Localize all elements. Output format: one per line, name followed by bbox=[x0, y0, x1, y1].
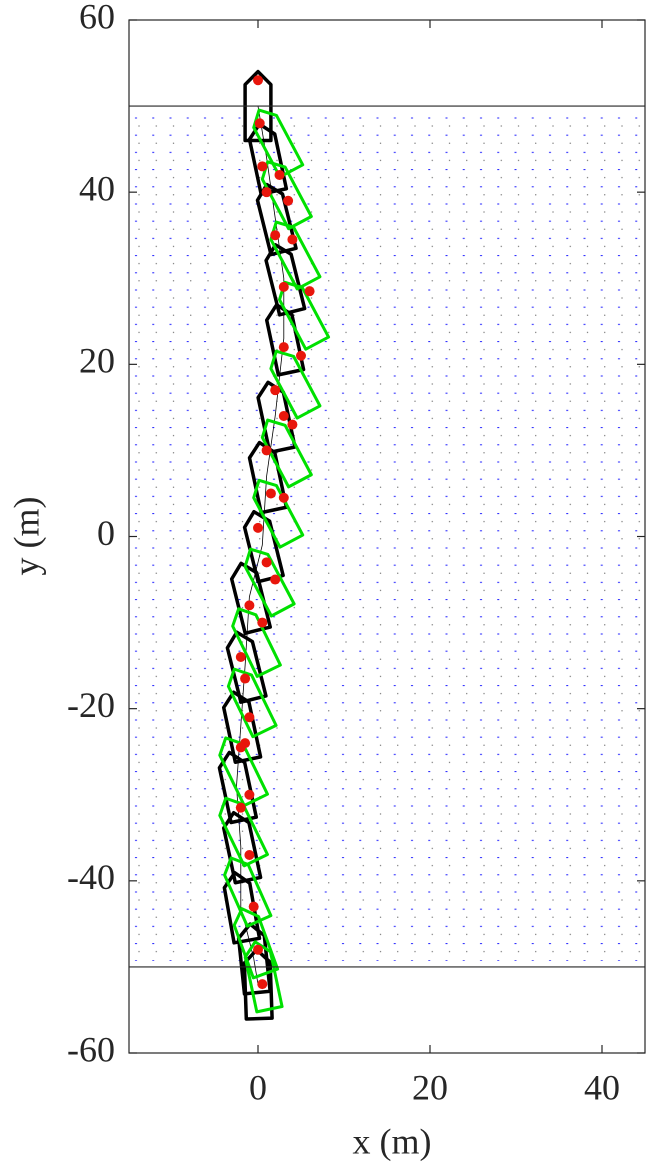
boat-hull bbox=[222, 870, 262, 945]
point bbox=[287, 234, 298, 245]
point bbox=[253, 522, 263, 533]
boat-hull bbox=[256, 380, 297, 455]
point bbox=[244, 712, 255, 723]
boat-hull bbox=[247, 122, 289, 196]
vector-field bbox=[129, 112, 645, 961]
boat-hull bbox=[243, 547, 296, 618]
x-axis-label: x (m) bbox=[353, 1121, 432, 1161]
y-tick-label: 40 bbox=[79, 168, 115, 208]
boat-hull bbox=[236, 922, 272, 996]
point bbox=[283, 195, 294, 206]
boat-hull bbox=[278, 280, 331, 351]
boat-hull bbox=[264, 303, 306, 377]
boat-hull bbox=[247, 440, 289, 515]
boat-hull bbox=[243, 69, 273, 143]
boat-hull bbox=[225, 630, 268, 704]
boat-hull bbox=[260, 160, 313, 231]
point bbox=[244, 789, 255, 800]
boat-hull bbox=[229, 561, 272, 636]
point bbox=[240, 673, 251, 684]
point bbox=[265, 488, 276, 499]
point bbox=[235, 742, 246, 753]
point bbox=[257, 617, 268, 628]
point bbox=[261, 445, 272, 456]
point bbox=[270, 574, 281, 585]
point bbox=[257, 979, 268, 990]
point bbox=[257, 161, 268, 172]
x-tick-label: 40 bbox=[584, 1067, 620, 1107]
point bbox=[235, 802, 246, 813]
boat-hull bbox=[243, 940, 284, 1014]
point bbox=[261, 557, 272, 568]
y-tick-label: -20 bbox=[67, 685, 115, 725]
boat-hull bbox=[226, 667, 278, 739]
y-tick-label: 60 bbox=[79, 0, 115, 36]
point bbox=[244, 600, 255, 611]
point bbox=[270, 385, 281, 396]
boat-hull bbox=[269, 349, 322, 420]
y-tick-label: 0 bbox=[97, 513, 115, 553]
point bbox=[253, 75, 263, 86]
boat-hull bbox=[221, 690, 263, 764]
y-tick-label: -60 bbox=[67, 1029, 115, 1069]
boat-hull bbox=[232, 907, 280, 980]
point bbox=[287, 419, 298, 430]
point bbox=[278, 281, 289, 292]
point bbox=[261, 187, 272, 198]
point bbox=[296, 350, 306, 361]
point bbox=[235, 652, 246, 663]
y-tick-label: -40 bbox=[67, 857, 115, 897]
point bbox=[244, 850, 255, 861]
y-axis-label: y (m) bbox=[6, 497, 46, 576]
point bbox=[278, 492, 289, 503]
point bbox=[248, 901, 259, 912]
boat-hull bbox=[252, 108, 305, 179]
x-tick-label: 20 bbox=[412, 1067, 448, 1107]
boat-hull bbox=[231, 607, 282, 678]
y-tick-label: 20 bbox=[79, 341, 115, 381]
point bbox=[270, 230, 281, 241]
point bbox=[254, 118, 265, 129]
x-tick-label: 0 bbox=[249, 1067, 267, 1107]
point bbox=[278, 410, 289, 421]
point bbox=[253, 944, 263, 955]
point bbox=[274, 169, 285, 180]
boat-hull bbox=[260, 418, 313, 489]
point bbox=[304, 286, 315, 297]
boat-hull bbox=[252, 478, 305, 549]
boat-hull bbox=[264, 243, 307, 317]
point bbox=[278, 342, 289, 353]
